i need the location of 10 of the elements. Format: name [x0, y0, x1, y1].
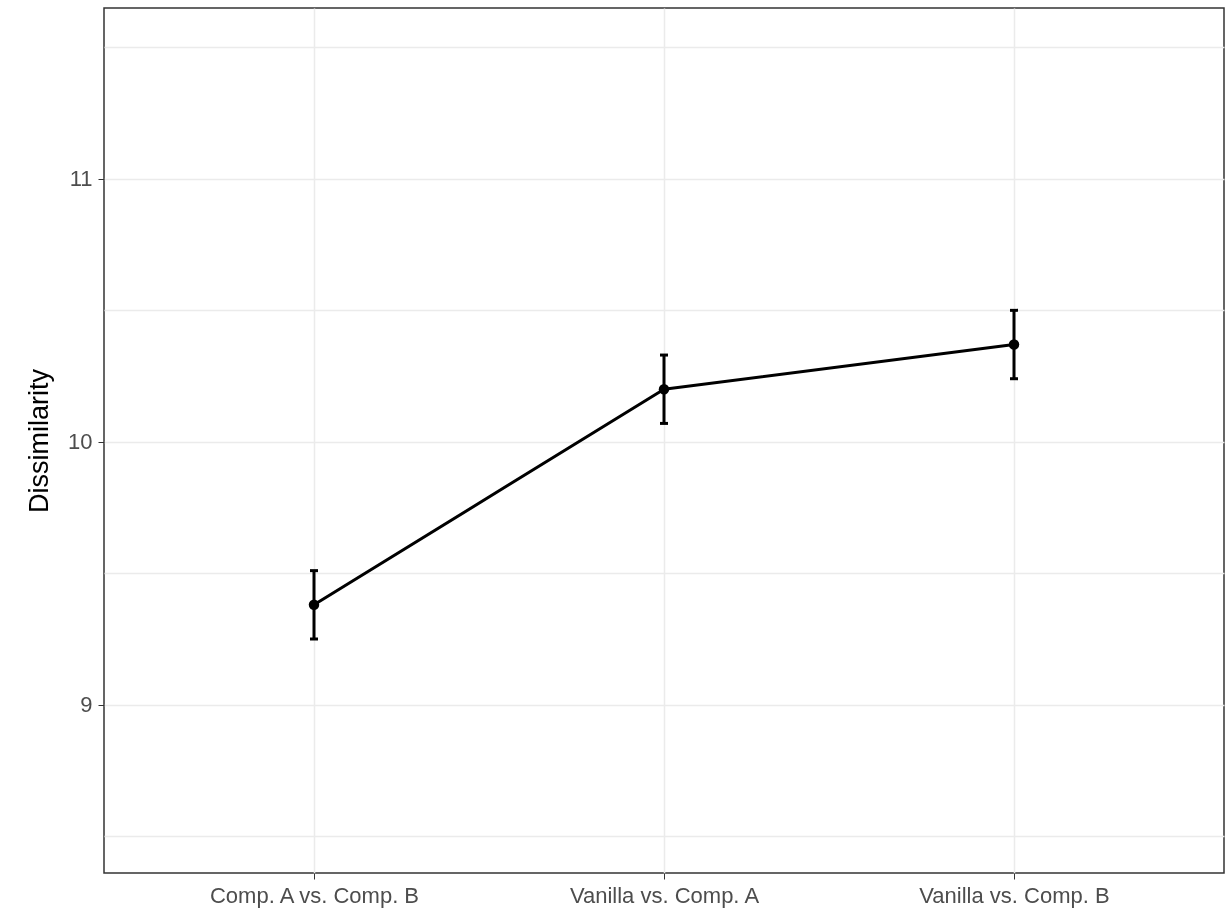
y-tick-label: 11: [69, 166, 93, 192]
x-tick-label: Vanilla vs. Comp. A: [569, 882, 760, 908]
x-tick-label: Comp. A vs. Comp. B: [209, 882, 420, 908]
y-axis-title: Dissimilarity: [24, 368, 55, 513]
point: [308, 599, 320, 611]
y-tick-label: 10: [68, 429, 93, 455]
x-tick-label: Vanilla vs. Comp. B: [919, 882, 1110, 908]
point: [658, 384, 670, 395]
y-tick-label: 9: [80, 692, 93, 718]
point: [1008, 339, 1020, 350]
